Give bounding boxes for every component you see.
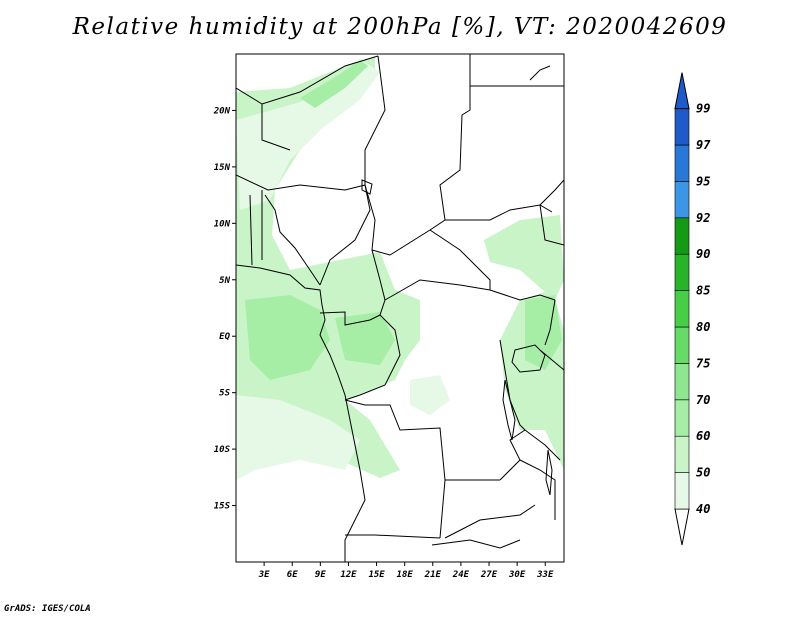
colorbar-bottom-arrow (674, 508, 690, 546)
lon-tick-label: 21E (424, 570, 442, 580)
colorbar-label: 70 (696, 393, 710, 407)
border-gabon-congo (319, 311, 381, 326)
humidity-band-sahel (236, 62, 380, 210)
border-benin-togo (249, 190, 263, 266)
colorbar: 40 50 60 70 75 80 85 90 92 95 97 99 (674, 72, 711, 546)
lat-tick-label: 5N (219, 276, 230, 286)
colorbar-label: 90 (696, 247, 710, 261)
border-sudan-ethiopia (539, 179, 564, 206)
colorbar-segment (674, 253, 690, 291)
lon-tick-label: 30E (508, 570, 526, 580)
nile-delta-coast (529, 65, 551, 81)
lon-tick-label: 33E (536, 570, 554, 580)
border-uganda-kenya (544, 299, 556, 346)
border-car-drc (384, 279, 491, 301)
humidity-core-gulf (245, 295, 330, 380)
lake-tanganyika (502, 379, 516, 441)
latitude-axis: 20N 15N 10N 5N EQ 5S 10S 15S (213, 106, 236, 512)
colorbar-segment (674, 181, 690, 219)
border-niger-nigeria (236, 174, 366, 191)
lon-tick-label: 9E (315, 570, 326, 580)
border-drc-zambia (499, 429, 526, 481)
humidity-band-southwest (236, 395, 360, 480)
colorbar-segment (674, 326, 690, 364)
border-libya-niger-chad (236, 55, 379, 105)
longitude-axis: 3E 6E 9E 12E 15E 18E 21E 24E 27E 30E 33E (258, 562, 554, 580)
lat-tick-label: 20N (213, 106, 231, 116)
border-chad-sudan (429, 54, 471, 231)
lat-tick-label: 15N (214, 163, 231, 173)
lon-tick-label: 15E (368, 570, 385, 580)
colorbar-label: 95 (696, 174, 710, 188)
lat-tick-label: 10S (214, 445, 231, 455)
border-chad-niger (364, 55, 386, 185)
colorbar-segment (674, 290, 690, 328)
colorbar-label: 99 (696, 102, 710, 116)
colorbar-segment (674, 435, 690, 473)
colorbar-label: 92 (696, 211, 710, 225)
border-botswana-zimbabwe (431, 539, 521, 549)
lat-tick-label: 5S (219, 389, 230, 399)
colorbar-segment (674, 217, 690, 255)
border-cameroon-car (371, 249, 386, 316)
lake-victoria (511, 344, 546, 373)
lake-malawi (545, 449, 553, 496)
border-angola-zambia (439, 479, 446, 539)
lat-tick-label: 15S (214, 502, 231, 512)
border-tanzania-mozambique (524, 429, 561, 461)
colorbar-label: 50 (696, 466, 710, 480)
humidity-band-east (484, 215, 564, 470)
colorbar-label: 80 (696, 320, 710, 334)
humidity-shading (236, 56, 564, 480)
lon-tick-label: 6E (287, 570, 298, 580)
humidity-core-northwest (300, 60, 368, 108)
border-angola-namibia (345, 534, 441, 539)
colorbar-segment (674, 363, 690, 401)
colorbar-segment (674, 144, 690, 182)
colorbar-label: 85 (696, 284, 710, 298)
border-south-sudan-uganda-drc (489, 289, 556, 301)
colorbar-label: 75 (696, 356, 710, 370)
lon-tick-label: 27E (480, 570, 498, 580)
colorbar-top-arrow (674, 72, 690, 110)
border-zambia-zimbabwe (444, 504, 536, 539)
lon-tick-label: 18E (397, 570, 414, 580)
border-sudan-south-sudan (445, 204, 553, 221)
colorbar-segment (674, 472, 690, 510)
colorbar-label: 97 (696, 138, 711, 152)
coast-west-africa (236, 264, 366, 562)
map-frame (235, 53, 565, 563)
border-south-sudan-ethiopia (539, 204, 564, 246)
humidity-patch-central (410, 375, 450, 415)
country-boundaries (236, 54, 564, 562)
colorbar-segment (674, 108, 690, 146)
border-chad-car (364, 184, 431, 256)
lat-tick-label: EQ (219, 332, 230, 342)
border-zambia-malawi (519, 459, 556, 520)
border-algeria-niger (261, 104, 291, 151)
lon-tick-label: 12E (340, 570, 357, 580)
humidity-core-congo (335, 312, 395, 365)
border-car-south-sudan (429, 229, 491, 290)
border-congo-drc (344, 314, 401, 401)
border-nigeria-cameroon (264, 194, 321, 286)
colorbar-segment (674, 399, 690, 437)
lake-chad (361, 179, 373, 195)
grads-credit: GrADS: IGES/COLA (4, 604, 91, 614)
border-cameroon-chad (319, 184, 371, 286)
colorbar-label: 40 (696, 502, 710, 516)
lon-tick-label: 3E (258, 570, 270, 580)
lon-tick-label: 24E (452, 570, 470, 580)
map-title: Relative humidity at 200hPa [%], VT: 202… (72, 14, 728, 40)
lat-tick-label: 10N (214, 219, 231, 229)
colorbar-label: 60 (696, 429, 710, 443)
